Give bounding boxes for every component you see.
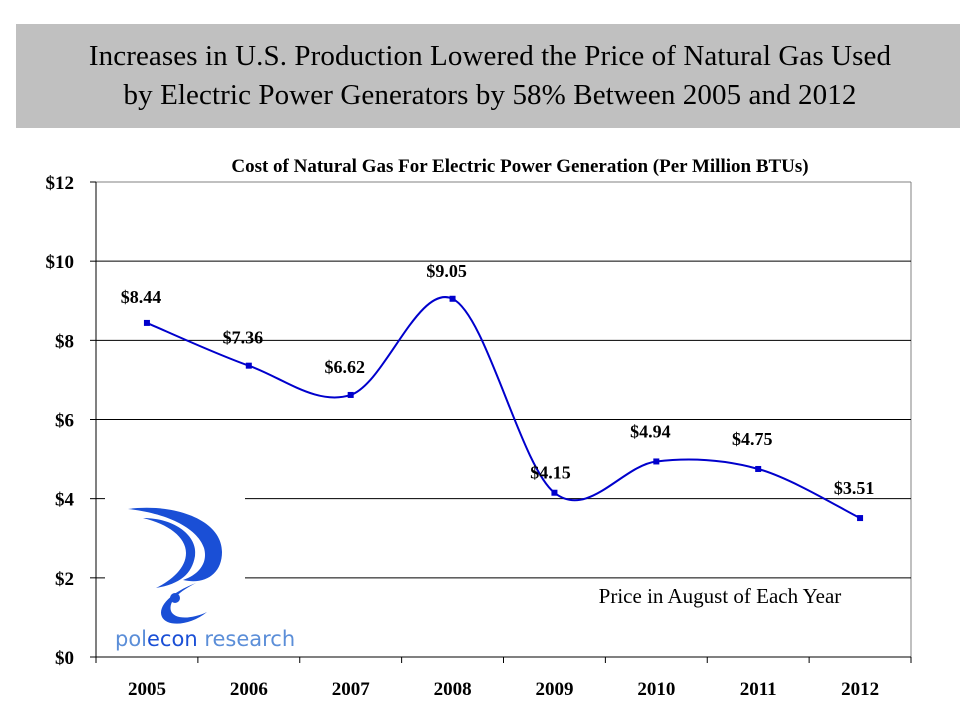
annotation-note: Price in August of Each Year <box>599 584 842 608</box>
data-label: $9.05 <box>426 261 467 281</box>
x-tick-label: 2010 <box>637 679 675 700</box>
data-label: $4.75 <box>732 429 773 449</box>
data-label: $7.36 <box>223 328 264 348</box>
data-label: $3.51 <box>834 478 875 498</box>
data-point-marker <box>347 391 354 398</box>
data-point-marker <box>449 295 456 302</box>
x-tick-label: 2011 <box>740 679 777 700</box>
data-point-marker <box>245 362 252 369</box>
y-tick-label: $10 <box>46 252 75 273</box>
data-label: $4.94 <box>630 421 671 441</box>
x-tick-label: 2005 <box>128 679 166 700</box>
data-label: $8.44 <box>121 287 162 307</box>
logo-background <box>105 496 245 654</box>
data-point-marker <box>551 489 558 496</box>
x-tick-label: 2007 <box>332 679 371 700</box>
data-label: $4.15 <box>530 463 571 483</box>
logo-mark-lower-swoosh <box>161 583 207 624</box>
data-point-marker <box>143 319 150 326</box>
headline-banner: Increases in U.S. Production Lowered the… <box>16 24 960 128</box>
logo-text: polecon research <box>115 627 295 651</box>
x-tick-label: 2008 <box>434 679 472 700</box>
logo-mark-middle-swoosh <box>143 518 196 588</box>
headline-line-1: Increases in U.S. Production Lowered the… <box>88 40 892 72</box>
y-tick-label: $0 <box>55 648 74 669</box>
data-point-marker <box>857 515 864 522</box>
data-label: $6.62 <box>324 357 365 377</box>
y-tick-label: $8 <box>55 331 74 352</box>
x-tick-label: 2006 <box>230 679 268 700</box>
y-tick-label: $2 <box>55 569 74 590</box>
data-point-marker <box>653 458 660 465</box>
x-tick-label: 2012 <box>841 679 879 700</box>
y-tick-label: $6 <box>55 411 74 432</box>
headline-line-2: by Electric Power Generators by 58% Betw… <box>123 79 857 111</box>
data-point-marker <box>755 465 762 472</box>
y-tick-label: $4 <box>55 490 75 511</box>
logo-mark-upper-swoosh <box>128 507 222 582</box>
x-tick-label: 2009 <box>535 679 573 700</box>
polecon-logo: polecon research <box>105 496 295 654</box>
chart-title: Cost of Natural Gas For Electric Power G… <box>231 156 808 177</box>
series-line-price <box>146 296 861 519</box>
y-tick-label: $12 <box>46 173 75 194</box>
logo-mark-dot <box>170 593 180 603</box>
